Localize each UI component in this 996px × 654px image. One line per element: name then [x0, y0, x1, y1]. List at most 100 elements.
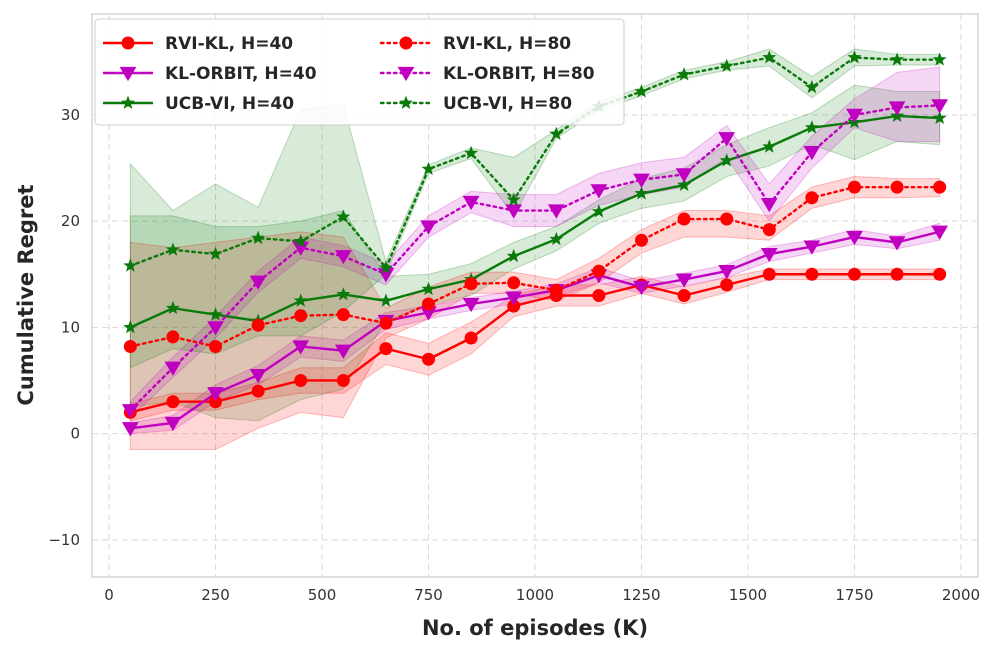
point-kl-orbit-h-40 — [164, 416, 182, 432]
point-rvi-kl-h-40 — [592, 289, 606, 302]
point-kl-orbit-h-80 — [121, 404, 139, 419]
point-rvi-kl-h-40 — [847, 267, 861, 281]
point-rvi-kl-h-80 — [336, 308, 350, 322]
point-kl-orbit-h-80 — [334, 250, 352, 265]
band-kl-orbit-h-40 — [129, 222, 941, 435]
point-rvi-kl-h-80 — [890, 180, 904, 194]
point-rvi-kl-h-80 — [251, 318, 265, 332]
point-rvi-kl-h-80 — [677, 212, 691, 226]
point-ucb-vi-h-80 — [251, 230, 266, 245]
legend-label: UCB-VI, H=80 — [443, 94, 572, 114]
point-ucb-vi-h-40 — [932, 110, 947, 125]
point-ucb-vi-h-40 — [634, 186, 649, 200]
line-rvi-kl-h-80 — [129, 185, 941, 348]
legend-item-ucb-vi-h-80: UCB-VI, H=80 — [379, 94, 572, 114]
point-rvi-kl-h-40 — [336, 373, 350, 387]
point-rvi-kl-h-40 — [166, 395, 180, 409]
point-kl-orbit-h-80 — [633, 173, 650, 188]
point-ucb-vi-h-80 — [165, 242, 180, 256]
point-ucb-vi-h-80 — [847, 50, 862, 64]
y-tick-label: 10 — [61, 318, 80, 336]
legend-label: KL-ORBIT, H=80 — [443, 64, 595, 84]
line-ucb-vi-h-40 — [129, 114, 940, 329]
point-rvi-kl-h-80 — [933, 180, 947, 194]
point-kl-orbit-h-40 — [292, 340, 310, 355]
point-kl-orbit-h-40 — [931, 225, 949, 240]
point-ucb-vi-h-80 — [293, 233, 308, 248]
point-kl-orbit-h-80 — [207, 321, 224, 336]
point-kl-orbit-h-80 — [803, 145, 821, 161]
point-kl-orbit-h-80 — [164, 361, 182, 376]
point-rvi-kl-h-80 — [209, 339, 223, 353]
x-tick-label: 0 — [104, 586, 114, 604]
point-kl-orbit-h-40 — [675, 273, 693, 288]
point-kl-orbit-h-80 — [547, 204, 565, 219]
point-rvi-kl-h-80 — [720, 212, 734, 226]
x-tick-label: 1750 — [835, 586, 873, 604]
point-ucb-vi-h-40 — [293, 293, 308, 307]
point-kl-orbit-h-80 — [931, 99, 949, 114]
point-ucb-vi-h-40 — [165, 300, 180, 315]
point-ucb-vi-h-80 — [123, 258, 138, 272]
point-rvi-kl-h-40 — [805, 267, 819, 281]
y-tick-labels: −10 0 10 20 30 — [48, 106, 80, 549]
legend-label: RVI-KL, H=40 — [165, 34, 293, 54]
legend-marker — [121, 95, 135, 109]
point-kl-orbit-h-80 — [760, 198, 778, 213]
line-ucb-vi-h-80 — [129, 56, 941, 270]
point-ucb-vi-h-80 — [677, 67, 692, 81]
point-rvi-kl-h-80 — [592, 264, 606, 278]
point-kl-orbit-h-80 — [505, 204, 523, 219]
point-kl-orbit-h-80 — [846, 108, 863, 124]
point-ucb-vi-h-40 — [549, 231, 564, 246]
point-ucb-vi-h-80 — [464, 145, 479, 160]
point-kl-orbit-h-40 — [888, 236, 906, 251]
point-rvi-kl-h-80 — [805, 191, 819, 205]
legend: RVI-KL, H=40 KL-ORBIT, H=40 UCB-VI, H=40 RV… — [94, 18, 625, 126]
point-ucb-vi-h-80 — [378, 260, 393, 274]
point-rvi-kl-h-80 — [847, 180, 861, 194]
point-kl-orbit-h-40 — [249, 369, 267, 384]
point-kl-orbit-h-80 — [718, 132, 736, 147]
point-ucb-vi-h-40 — [378, 293, 393, 307]
point-kl-orbit-h-80 — [888, 101, 906, 116]
point-rvi-kl-h-80 — [549, 283, 563, 297]
point-kl-orbit-h-40 — [462, 297, 480, 313]
point-rvi-kl-h-80 — [166, 330, 180, 344]
y-axis-title: Cumulative Regret — [14, 184, 38, 405]
point-rvi-kl-h-40 — [422, 352, 436, 366]
x-tick-label: 1000 — [516, 586, 554, 604]
point-rvi-kl-h-80 — [464, 277, 478, 291]
point-kl-orbit-h-40 — [718, 264, 736, 280]
legend-item-kl-orbit-h-40: KL-ORBIT, H=40 — [103, 64, 317, 84]
point-kl-orbit-h-80 — [420, 220, 437, 235]
point-rvi-kl-h-40 — [720, 278, 734, 292]
x-axis-title: No. of episodes (K) — [422, 616, 648, 640]
point-kl-orbit-h-40 — [760, 247, 778, 263]
y-tick-label: 20 — [61, 212, 80, 230]
legend-marker — [399, 95, 413, 109]
legend-label: KL-ORBIT, H=40 — [165, 64, 317, 84]
point-ucb-vi-h-40 — [804, 120, 819, 134]
x-tick-label: 1500 — [729, 586, 767, 604]
legend-marker — [399, 36, 413, 50]
point-ucb-vi-h-40 — [506, 248, 521, 263]
legend-label: UCB-VI, H=40 — [165, 94, 294, 114]
point-ucb-vi-h-80 — [421, 161, 436, 176]
series-lines — [129, 56, 941, 430]
point-kl-orbit-h-40 — [121, 422, 139, 437]
point-kl-orbit-h-40 — [505, 291, 523, 306]
point-ucb-vi-h-80 — [890, 52, 905, 66]
line-rvi-kl-h-40 — [130, 273, 940, 414]
x-tick-label: 500 — [308, 586, 337, 604]
point-ucb-vi-h-80 — [634, 84, 649, 98]
legend-marker — [121, 36, 135, 50]
point-ucb-vi-h-40 — [762, 139, 777, 153]
point-rvi-kl-h-40 — [762, 267, 776, 281]
x-tick-label: 1250 — [622, 586, 660, 604]
point-rvi-kl-h-40 — [890, 267, 904, 281]
legend-marker — [397, 66, 415, 82]
point-kl-orbit-h-80 — [590, 184, 608, 199]
point-kl-orbit-h-40 — [633, 280, 650, 296]
